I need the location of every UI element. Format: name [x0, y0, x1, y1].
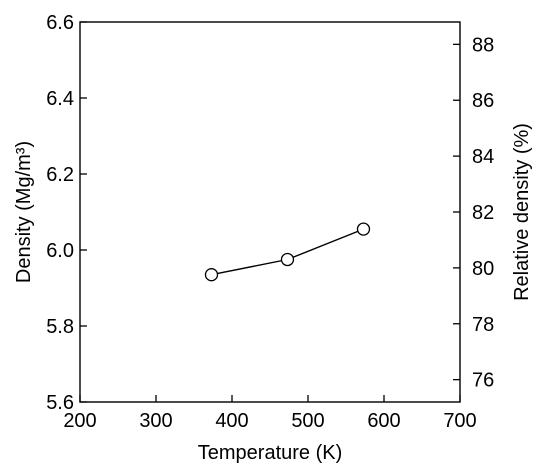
y2-tick-label: 82	[472, 202, 494, 224]
axis-labels: Temperature (K) Density (Mg/m³) Relative…	[13, 123, 533, 464]
data-point	[204, 268, 219, 282]
x-tick-label: 200	[63, 410, 96, 432]
y-tick-label: 6.4	[46, 88, 74, 110]
y-axis-title: Density (Mg/m³)	[13, 141, 35, 283]
data-point	[356, 222, 371, 236]
plot-frame	[79, 21, 461, 403]
data-series	[204, 222, 371, 282]
x-tick-label: 600	[367, 410, 400, 432]
x-tick-label: 300	[139, 410, 172, 432]
y-tick-label: 6.2	[46, 164, 74, 186]
y-tick-label: 5.8	[46, 316, 74, 338]
y-tick-label: 5.6	[46, 392, 74, 414]
axes: 200 300 400 500 600 700 5.6 5.8 6.0 6.2 6.4 6.6 76 78…	[46, 12, 494, 432]
y-tick-label: 6.6	[46, 12, 74, 34]
y2-tick-label: 88	[472, 34, 494, 56]
x-tick-label: 400	[215, 410, 248, 432]
plot-area	[79, 21, 461, 403]
y2-tick-label: 84	[472, 146, 494, 168]
x-axis-title: Temperature (K)	[198, 442, 343, 464]
y2-axis-title: Relative density (%)	[511, 123, 533, 301]
y-tick-label: 6.0	[46, 240, 74, 262]
y2-tick-label: 86	[472, 90, 494, 112]
x-tick-label: 700	[443, 410, 476, 432]
series-line	[211, 228, 364, 276]
y2-tick-label: 78	[472, 314, 494, 336]
data-point	[280, 252, 295, 267]
y2-tick-label: 76	[472, 370, 494, 392]
y2-tick-label: 80	[472, 258, 494, 280]
x-tick-label: 500	[291, 410, 324, 432]
